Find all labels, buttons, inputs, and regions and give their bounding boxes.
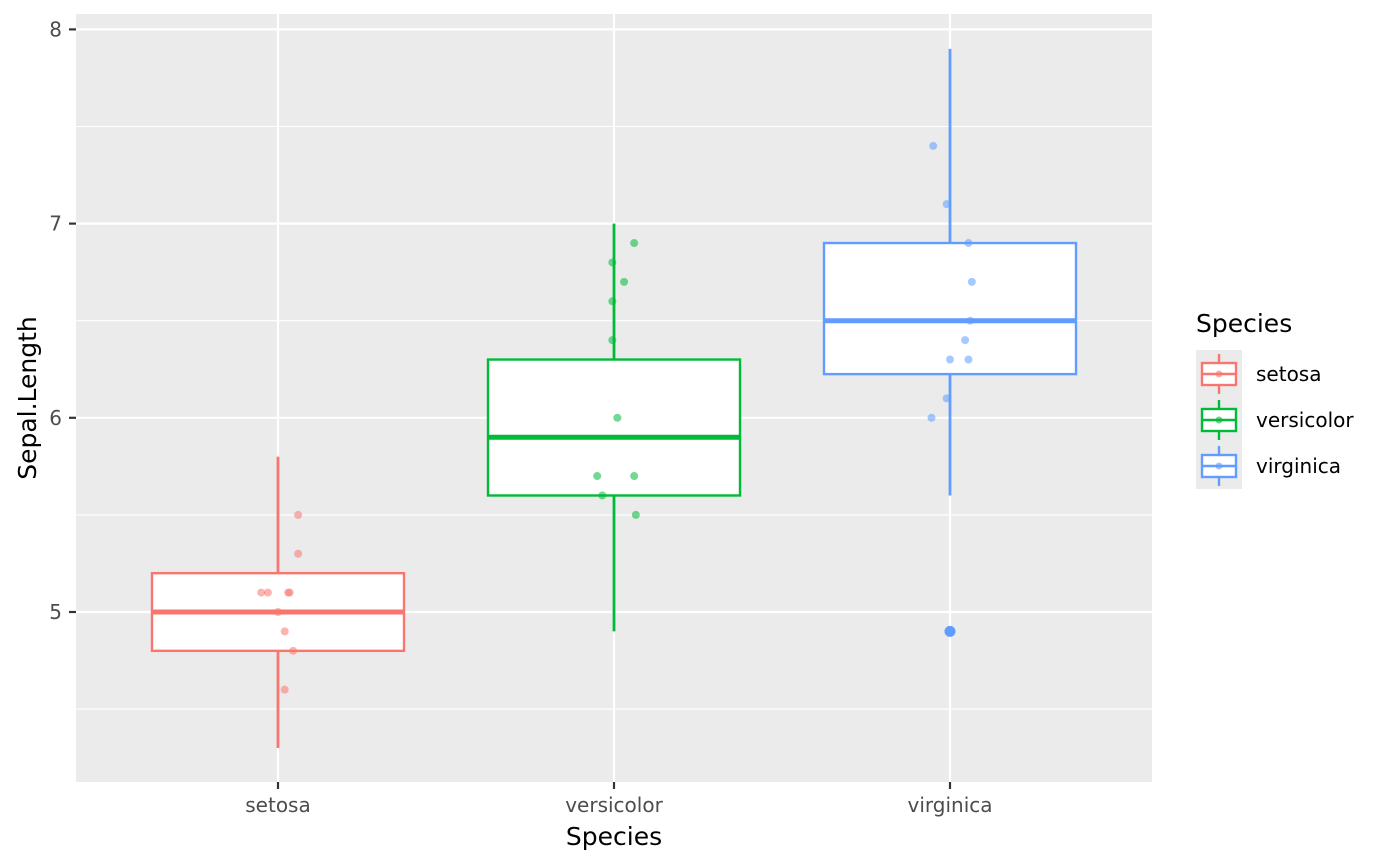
x-tick-label: versicolor [565, 793, 663, 817]
x-tick-label: virginica [908, 793, 993, 817]
data-point [630, 472, 639, 481]
data-point [608, 297, 617, 306]
data-point [942, 200, 951, 209]
y-axis: 5 6 7 8 [49, 17, 76, 624]
data-point [613, 413, 622, 422]
data-point [280, 627, 289, 636]
x-axis-title: Species [566, 822, 662, 851]
data-point [966, 316, 975, 325]
data-point [263, 588, 272, 597]
legend-label-versicolor: versicolor [1256, 408, 1354, 432]
box-versicolor [486, 358, 742, 497]
data-point [964, 239, 973, 248]
y-tick-label: 8 [49, 17, 62, 41]
data-point [294, 510, 303, 519]
data-point [631, 510, 640, 519]
data-point [608, 336, 617, 345]
box-virginica [822, 241, 1078, 376]
legend: Species setosa versicolor virginica [1196, 309, 1354, 489]
data-point [942, 394, 951, 403]
data-point [964, 355, 973, 364]
x-tick-label: setosa [245, 793, 310, 817]
data-point [257, 588, 266, 597]
data-point [929, 141, 938, 150]
data-point [620, 277, 629, 286]
y-axis-title: Sepal.Length [13, 316, 42, 480]
data-point [280, 685, 289, 694]
data-point [289, 646, 298, 655]
legend-key-point [1215, 370, 1223, 378]
data-point [294, 549, 303, 558]
data-point [961, 336, 970, 345]
data-point [946, 355, 954, 364]
legend-key-point [1215, 416, 1223, 424]
data-point [967, 277, 976, 286]
y-tick-label: 7 [49, 212, 62, 236]
data-point [927, 413, 936, 422]
legend-label-setosa: setosa [1256, 362, 1321, 386]
data-point [593, 472, 602, 481]
data-point [598, 491, 607, 500]
data-point [274, 608, 282, 616]
legend-title: Species [1196, 309, 1292, 338]
x-axis: setosa versicolor virginica [245, 782, 993, 817]
data-point [630, 239, 639, 248]
legend-key-point [1215, 462, 1223, 470]
data-point [285, 588, 294, 597]
y-tick-label: 5 [49, 600, 62, 624]
legend-label-virginica: virginica [1256, 454, 1341, 478]
data-point [608, 258, 617, 267]
data-point [946, 627, 954, 636]
y-tick-label: 6 [49, 406, 62, 430]
points-layer [257, 141, 976, 694]
